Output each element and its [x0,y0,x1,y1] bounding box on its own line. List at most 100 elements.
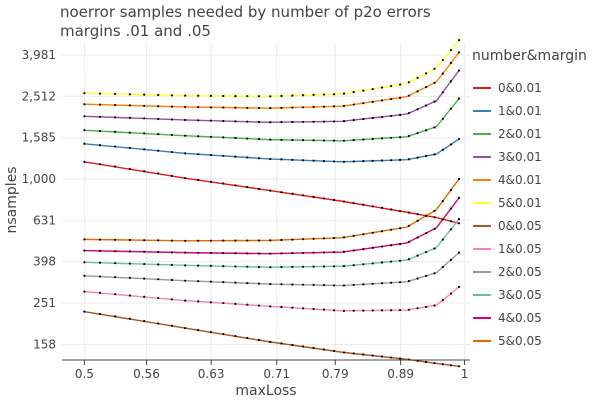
data-point [280,265,283,269]
data-point [83,290,86,293]
data-point [302,251,305,255]
data-point [143,239,146,242]
data-point [398,259,402,262]
data-point [398,227,402,230]
data-point [398,281,402,284]
data-point [291,265,294,269]
data-point [170,118,173,121]
data-point [291,306,294,309]
data-point [197,264,200,267]
data-point [398,209,402,213]
data-point [342,236,346,239]
data-point [222,136,225,139]
data-point [184,251,187,254]
data-point [234,136,237,140]
data-point [322,348,326,351]
data-point [269,282,272,286]
data-point [362,353,365,356]
data-point [157,172,160,175]
data-point [425,305,428,308]
grid-layer [62,42,470,360]
data-point [352,249,355,252]
data-point [332,349,336,353]
data-point [246,282,249,285]
data-point [312,251,315,254]
data-point [98,238,102,241]
data-point [184,264,187,267]
data-point [407,134,410,138]
data-point [332,198,336,202]
data-point [222,119,225,123]
data-point [234,334,237,338]
data-point [380,115,384,119]
data-point [322,251,326,254]
data-point [449,364,453,367]
data-point [371,262,374,265]
data-point [332,284,336,287]
data-point [257,95,261,98]
data-point [352,264,355,267]
x-tick-label: 0.56 [133,367,160,381]
data-point [128,250,131,253]
axis-layer: 158 251 398 631 1,000 1,585 2,512 3,981 0.5 0.56 0… [22,48,470,381]
data-point [302,194,305,197]
data-point [390,309,393,312]
data-point [302,139,305,142]
data-point [441,58,444,62]
series-points [83,51,461,110]
y-tick-label: 1,000 [22,172,56,186]
data-point [457,365,461,368]
data-point [269,121,272,124]
data-point [98,144,102,147]
data-point [449,292,453,295]
data-point [184,239,187,242]
data-point [342,250,346,253]
data-point [234,281,237,284]
data-point [209,330,212,334]
data-point [380,159,384,162]
data-point [416,156,419,159]
data-point [457,69,461,72]
data-point [257,252,261,255]
data-point [342,104,346,108]
data-point [197,251,200,254]
data-point [433,100,436,103]
data-point [457,38,461,42]
data-point [441,238,444,241]
data-point [246,252,249,255]
x-tick-label: 0.5 [75,367,94,381]
data-point [332,251,336,254]
data-point [234,302,237,305]
data-point [380,206,384,209]
data-point [342,139,346,142]
data-point [441,265,444,269]
data-point [380,230,384,233]
data-point [246,185,249,189]
legend-entry: 4&0.05 [498,311,542,325]
data-point [143,148,146,151]
data-point [425,250,428,254]
data-point [197,153,200,156]
data-point [407,94,410,97]
data-point [157,117,160,121]
chart-title: noerror samples needed by number of p2o … [60,3,431,21]
data-point [416,132,419,135]
data-point [332,120,336,123]
data-point [371,100,374,103]
data-point [128,167,131,170]
data-point [302,94,305,97]
data-point [449,188,453,192]
data-point [234,106,237,109]
data-point [416,277,419,280]
legend-entry: 0&0.01 [498,81,542,95]
data-point [291,120,294,124]
data-point [128,262,131,265]
data-point [128,294,131,297]
data-point [407,81,410,84]
data-point [416,108,419,111]
data-point [407,158,410,161]
data-point [342,309,346,312]
data-point [269,138,272,141]
data-point [184,299,187,302]
series-points [83,251,461,287]
